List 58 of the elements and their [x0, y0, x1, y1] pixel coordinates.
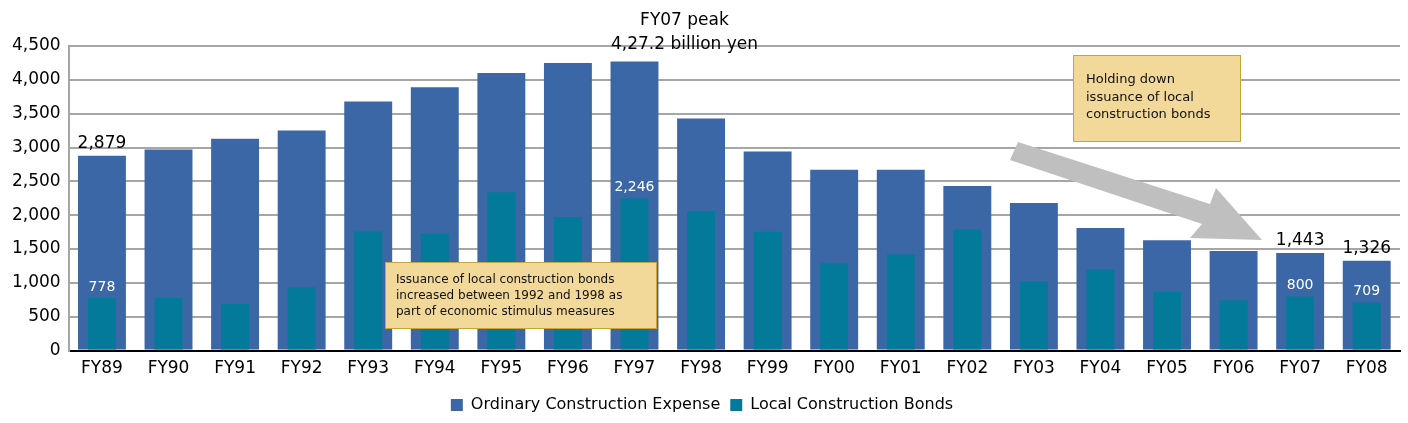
data-label: 1,443	[1275, 228, 1325, 249]
x-tick-label: FY99	[746, 357, 789, 378]
bar	[820, 263, 849, 350]
note-box: Holding down issuance of local construction bonds	[1073, 55, 1241, 142]
data-label: 2,879	[77, 131, 127, 152]
x-tick-label: FY03	[1012, 357, 1055, 378]
bar	[886, 254, 915, 350]
y-tick-label: 500	[28, 305, 61, 326]
data-label: 709	[1353, 282, 1381, 299]
y-tick-label: 2,000	[12, 203, 61, 224]
data-label: 2,246	[614, 178, 655, 195]
bar	[1352, 302, 1381, 350]
bar	[154, 297, 183, 350]
x-tick-label: FY06	[1212, 357, 1255, 378]
x-tick-label: FY91	[214, 357, 256, 378]
x-tick-label: FY00	[813, 357, 856, 378]
x-tick-label: FY93	[347, 357, 390, 378]
data-label: 1,326	[1342, 236, 1392, 257]
y-tick-label: 3,000	[12, 135, 61, 156]
legend-label: Local Construction Bonds	[750, 394, 954, 414]
x-tick-label: FY92	[280, 357, 323, 378]
bar	[753, 231, 782, 350]
y-tick-label: 4,500	[12, 34, 61, 55]
bar	[687, 211, 716, 350]
y-tick-label: 2,500	[12, 169, 61, 190]
y-tick-label: 1,500	[12, 237, 61, 258]
y-tick-label: 0	[49, 339, 61, 360]
bar	[354, 231, 383, 350]
y-tick-label: 1,000	[12, 271, 61, 292]
x-tick-label: FY01	[879, 357, 922, 378]
x-tick-label: FY97	[613, 357, 656, 378]
note-box: Issuance of local construction bonds increased between 1992 and 1998 as part of economic stimulus measures	[385, 262, 657, 329]
x-tick-label: FY04	[1079, 357, 1122, 378]
y-tick-label: 3,500	[12, 102, 61, 123]
annotation: FY07 peak 4,27.2 billion yen	[610, 9, 759, 54]
x-tick-label: FY07	[1279, 357, 1322, 378]
x-tick-label: FY96	[547, 357, 589, 378]
x-tick-label: FY95	[480, 357, 523, 378]
bar	[221, 303, 250, 350]
x-tick-label: FY02	[946, 357, 989, 378]
bar	[1219, 300, 1248, 350]
x-tick-label: FY98	[680, 357, 722, 378]
bar	[1286, 296, 1315, 350]
x-tick-label: FY94	[413, 357, 456, 378]
x-tick-label: FY89	[81, 357, 123, 378]
bar	[1153, 291, 1181, 350]
bar	[287, 287, 316, 350]
data-label: 800	[1286, 276, 1314, 293]
bar	[953, 229, 982, 350]
data-label: 778	[88, 277, 116, 294]
y-tick-label: 4,000	[12, 68, 61, 89]
bar	[1019, 281, 1048, 350]
x-tick-label: FY90	[147, 357, 190, 378]
legend-label: Ordinary Construction Expense	[470, 394, 721, 414]
x-tick-label: FY05	[1146, 357, 1188, 378]
x-tick-label: FY08	[1345, 357, 1388, 378]
bar	[1086, 269, 1115, 350]
bar	[87, 297, 116, 350]
